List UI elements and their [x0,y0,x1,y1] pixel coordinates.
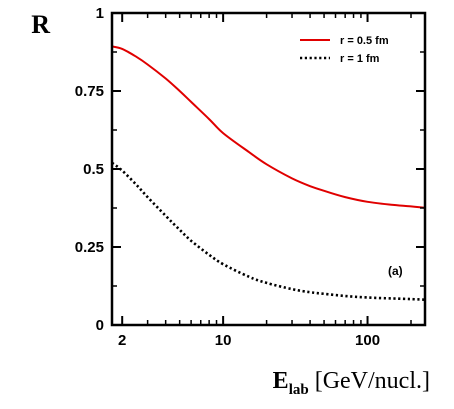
y-tick-label: 0 [96,317,104,334]
x-tick-label: 2 [118,332,126,349]
x-tick-label: 10 [215,332,232,349]
y-tick-label: 0.5 [83,161,104,178]
y-axis-label: R [31,10,50,39]
series-line-1 [112,45,425,209]
panel-label: (a) [388,264,403,278]
x-axis-label: Elab [GeV/nucl.] [273,368,430,398]
axes: 2 10 100 0 0.25 0.5 0.75 1 [75,5,427,349]
y-tick-label: 0.75 [75,83,104,100]
legend-label-1: r = 0.5 fm [340,35,389,47]
x-axis-label-sub: lab [289,382,309,398]
legend: r = 0.5 fm r = 1 fm [300,35,389,65]
y-tick-label: 1 [96,5,104,22]
legend-label-2: r = 1 fm [340,53,380,65]
series-line-2 [112,161,425,301]
x-tick-label: 100 [355,332,380,349]
x-axis-label-rest: [GeV/nucl.] [309,368,430,394]
x-axis-label-main: E [273,368,289,394]
y-tick-label: 0.25 [75,239,104,256]
plot-area [112,45,425,301]
